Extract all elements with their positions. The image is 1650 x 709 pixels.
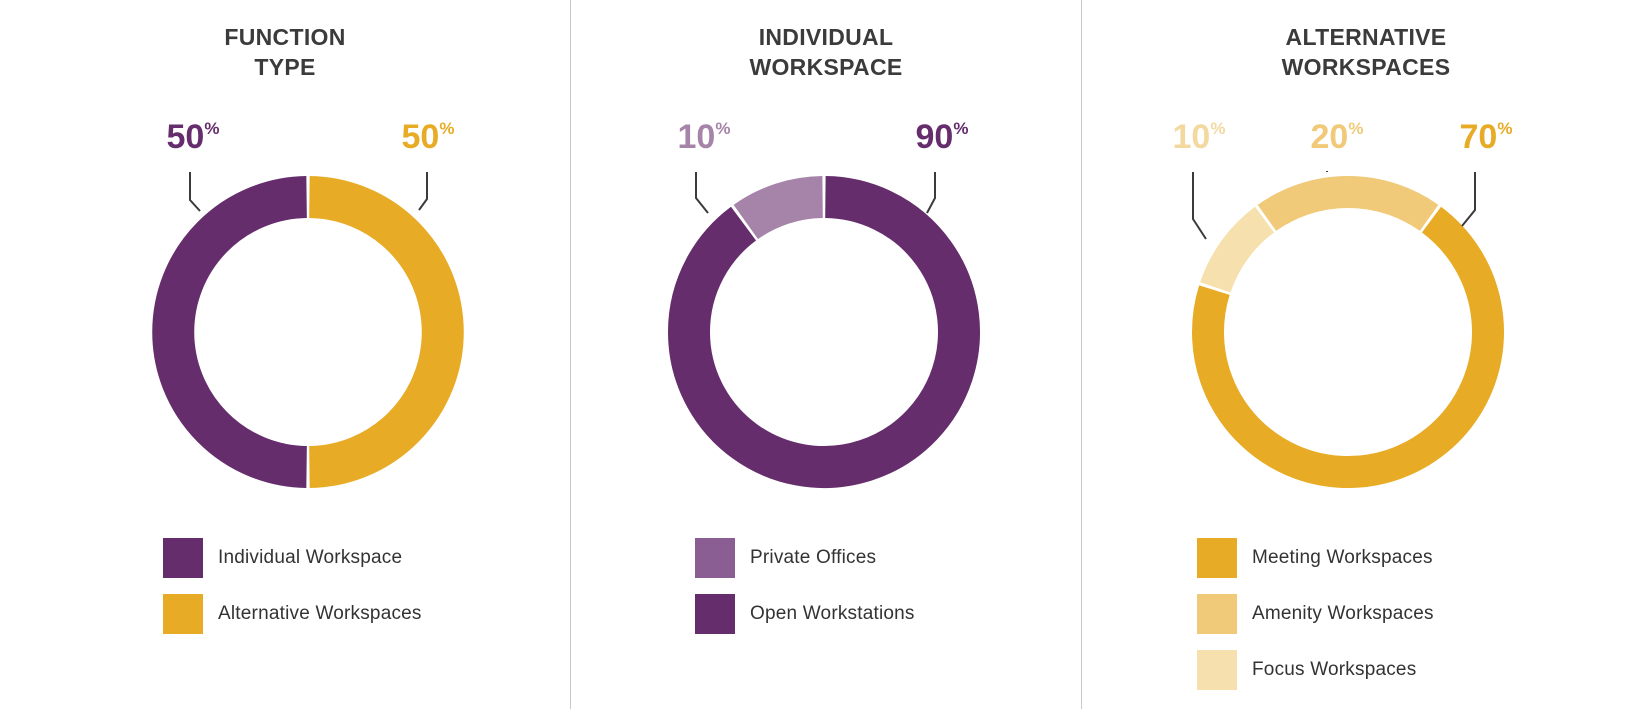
- donut-slice: [152, 176, 308, 488]
- leader-line: [418, 172, 428, 211]
- slice-unit: %: [953, 119, 968, 138]
- legend-item: Private Offices: [695, 538, 1035, 578]
- legend-label: Open Workstations: [750, 603, 915, 624]
- donut-slice: [1192, 206, 1504, 488]
- donut-slice: [1200, 206, 1275, 293]
- slice-value: 20: [1311, 118, 1349, 156]
- legend-swatch: [1197, 650, 1237, 690]
- slice-value-label: 50%: [167, 118, 220, 156]
- chart-title-line: ALTERNATIVE: [1285, 24, 1447, 50]
- donut-chart: 10% 90%: [668, 118, 980, 488]
- donut-slice: [1257, 176, 1439, 232]
- slice-unit: %: [715, 119, 730, 138]
- legend-item: Alternative Workspaces: [163, 594, 503, 634]
- legend-swatch: [695, 594, 735, 634]
- leader-line: [189, 172, 201, 212]
- slice-unit: %: [439, 119, 454, 138]
- chart-title-line: INDIVIDUAL: [758, 24, 894, 50]
- chart-title: INDIVIDUAL WORKSPACE: [571, 22, 1081, 82]
- slice-value-label: 50%: [402, 118, 455, 156]
- slice-unit: %: [1348, 119, 1363, 138]
- legend-swatch: [163, 538, 203, 578]
- chart-title-line: TYPE: [254, 54, 316, 80]
- legend-label: Individual Workspace: [218, 547, 403, 568]
- alternative-workspaces-panel: ALTERNATIVE WORKSPACES 10% 20% 70% Meeting…: [1082, 0, 1650, 709]
- slice-value: 70: [1460, 118, 1498, 156]
- slice-unit: %: [1210, 119, 1225, 138]
- slice-value-label: 20%: [1311, 118, 1364, 156]
- slice-value-label: 10%: [1173, 118, 1226, 156]
- donut-chart: 50% 50%: [152, 118, 464, 488]
- donut-chart: 10% 20% 70%: [1173, 118, 1513, 488]
- slice-value: 90: [916, 118, 954, 156]
- legend-item: Amenity Workspaces: [1197, 594, 1537, 634]
- function-type-panel: FUNCTION TYPE 50% 50% Individual Workspac…: [0, 0, 570, 709]
- legend-label: Focus Workspaces: [1252, 659, 1417, 680]
- legend-label: Meeting Workspaces: [1252, 547, 1433, 568]
- legend-item: Open Workstations: [695, 594, 1035, 634]
- chart-title-line: FUNCTION: [224, 24, 346, 50]
- slice-value: 10: [1173, 118, 1211, 156]
- donut-slice: [668, 176, 980, 488]
- chart-title: ALTERNATIVE WORKSPACES: [1082, 22, 1650, 82]
- legend-label: Private Offices: [750, 547, 877, 568]
- legend-label: Amenity Workspaces: [1252, 603, 1434, 624]
- individual-workspace-panel: INDIVIDUAL WORKSPACE 10% 90% Private Offi…: [571, 0, 1081, 709]
- slice-unit: %: [1497, 119, 1512, 138]
- legend-item: Individual Workspace: [163, 538, 503, 578]
- chart-title-line: WORKSPACE: [749, 54, 903, 80]
- chart-title-line: WORKSPACES: [1281, 54, 1451, 80]
- legend-swatch: [1197, 538, 1237, 578]
- chart-title: FUNCTION TYPE: [0, 22, 570, 82]
- donut-slice: [308, 176, 464, 488]
- panel-divider: [570, 0, 571, 709]
- leader-line: [695, 172, 709, 214]
- slice-value-label: 10%: [678, 118, 731, 156]
- legend-label: Alternative Workspaces: [218, 603, 422, 624]
- slice-value-label: 90%: [916, 118, 969, 156]
- legend-item: Meeting Workspaces: [1197, 538, 1537, 578]
- leader-line: [1192, 172, 1207, 240]
- slice-value: 10: [678, 118, 716, 156]
- slice-value-label: 70%: [1460, 118, 1513, 156]
- donut-slice: [733, 176, 824, 240]
- panel-divider: [1081, 0, 1082, 709]
- leader-line: [1461, 172, 1476, 227]
- legend-item: Focus Workspaces: [1197, 650, 1537, 690]
- leader-line: [926, 172, 936, 214]
- slice-value: 50: [402, 118, 440, 156]
- slice-unit: %: [204, 119, 219, 138]
- slice-value: 50: [167, 118, 205, 156]
- legend-swatch: [163, 594, 203, 634]
- legend-swatch: [1197, 594, 1237, 634]
- legend-swatch: [695, 538, 735, 578]
